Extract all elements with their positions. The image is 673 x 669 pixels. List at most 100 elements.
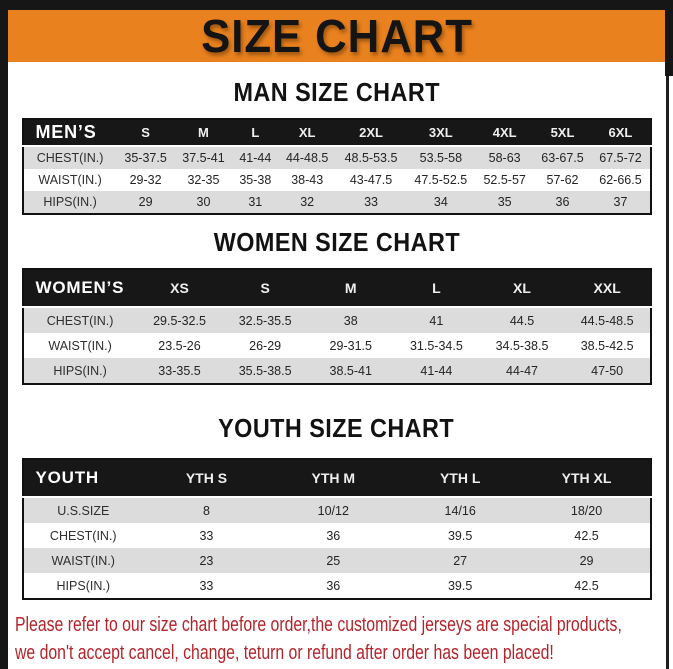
row-label: WAIST(IN.) <box>22 333 137 358</box>
size-value-cell: 29.5-32.5 <box>136 307 223 333</box>
size-value-cell: 41-44 <box>232 146 279 169</box>
size-column-header: M <box>307 269 394 308</box>
size-column-header: YTH M <box>269 459 397 498</box>
size-value-cell: 31.5-34.5 <box>393 333 480 358</box>
table-row: WAIST(IN.) 23 25 27 29 <box>22 548 651 573</box>
size-value-cell: 23.5-26 <box>136 333 223 358</box>
row-label: U.S.SIZE <box>22 497 144 523</box>
size-value-cell: 10/12 <box>269 497 397 523</box>
size-value-cell: 32-35 <box>174 169 233 191</box>
men-section-heading: MAN SIZE CHART <box>8 77 665 107</box>
row-label: CHEST(IN.) <box>22 146 117 169</box>
size-chart-banner: SIZE CHART <box>8 10 665 62</box>
size-value-cell: 23 <box>143 548 270 573</box>
size-value-cell: 29-31.5 <box>307 333 394 358</box>
size-column-header: YTH L <box>396 459 524 498</box>
row-label: WAIST(IN.) <box>22 548 144 573</box>
size-value-cell: 38.5-41 <box>307 358 394 384</box>
size-value-cell: 29 <box>523 548 651 573</box>
size-value-cell: 30 <box>174 191 233 214</box>
frame-right-line <box>666 76 669 669</box>
size-column-header: 2XL <box>336 119 406 147</box>
row-label: CHEST(IN.) <box>22 307 137 333</box>
size-column-header: L <box>232 119 279 147</box>
size-value-cell: 63-67.5 <box>533 146 592 169</box>
size-value-cell: 33 <box>143 523 270 548</box>
size-value-cell: 38-43 <box>278 169 337 191</box>
size-value-cell: 43-47.5 <box>336 169 406 191</box>
size-value-cell: 53.5-58 <box>405 146 476 169</box>
size-value-cell: 27 <box>396 548 524 573</box>
women-size-table: WOMEN’S XS S M L XL XXL CHEST(IN.) 29.5-… <box>21 268 652 385</box>
size-value-cell: 34.5-38.5 <box>479 333 565 358</box>
size-value-cell: 33 <box>336 191 406 214</box>
youth-size-table: YOUTH YTH S YTH M YTH L YTH XL U.S.SIZE … <box>21 458 652 600</box>
women-section-heading-text: WOMEN SIZE CHART <box>213 227 460 257</box>
row-label: HIPS(IN.) <box>22 358 137 384</box>
size-value-cell: 41-44 <box>393 358 480 384</box>
size-value-cell: 58-63 <box>475 146 534 169</box>
size-value-cell: 39.5 <box>396 573 524 599</box>
frame-top-bar <box>0 0 673 10</box>
size-value-cell: 35-37.5 <box>116 146 175 169</box>
size-value-cell: 8 <box>143 497 270 523</box>
banner-title: SIZE CHART <box>200 10 473 62</box>
size-value-cell: 35 <box>475 191 534 214</box>
size-column-header: 3XL <box>405 119 476 147</box>
youth-section-heading: YOUTH SIZE CHART <box>8 413 665 443</box>
row-label: CHEST(IN.) <box>22 523 144 548</box>
size-value-cell: 44-47 <box>479 358 565 384</box>
size-value-cell: 42.5 <box>523 573 651 599</box>
size-column-header: L <box>393 269 480 308</box>
size-value-cell: 32 <box>278 191 337 214</box>
size-value-cell: 35.5-38.5 <box>222 358 308 384</box>
men-size-table: MEN’S S M L XL 2XL 3XL 4XL 5XL 6XL CHEST… <box>21 118 652 215</box>
size-chart-page: SIZE CHART MAN SIZE CHART MEN’S S M L XL… <box>8 10 665 667</box>
size-value-cell: 29-32 <box>116 169 175 191</box>
women-header-row: WOMEN’S XS S M L XL XXL <box>22 269 651 308</box>
size-value-cell: 44.5-48.5 <box>564 307 651 333</box>
size-value-cell: 41 <box>393 307 480 333</box>
table-name-cell: YOUTH <box>22 459 144 498</box>
size-value-cell: 42.5 <box>523 523 651 548</box>
table-name-cell: MEN’S <box>22 119 117 147</box>
size-value-cell: 35-38 <box>232 169 279 191</box>
table-row: HIPS(IN.) 33-35.5 35.5-38.5 38.5-41 41-4… <box>22 358 651 384</box>
youth-section-heading-text: YOUTH SIZE CHART <box>218 413 455 443</box>
youth-header-row: YOUTH YTH S YTH M YTH L YTH XL <box>22 459 651 498</box>
size-value-cell: 38.5-42.5 <box>564 333 651 358</box>
size-value-cell: 67.5-72 <box>591 146 651 169</box>
size-value-cell: 32.5-35.5 <box>222 307 308 333</box>
size-value-cell: 44.5 <box>479 307 565 333</box>
size-column-header: S <box>116 119 175 147</box>
size-value-cell: 44-48.5 <box>278 146 337 169</box>
size-value-cell: 37 <box>591 191 651 214</box>
size-column-header: 6XL <box>591 119 651 147</box>
size-value-cell: 47.5-52.5 <box>405 169 476 191</box>
size-column-header: 4XL <box>475 119 534 147</box>
size-value-cell: 52.5-57 <box>475 169 534 191</box>
size-value-cell: 25 <box>269 548 397 573</box>
table-row: CHEST(IN.) 33 36 39.5 42.5 <box>22 523 651 548</box>
men-section-heading-text: MAN SIZE CHART <box>233 77 440 107</box>
size-value-cell: 18/20 <box>523 497 651 523</box>
size-value-cell: 31 <box>232 191 279 214</box>
order-policy-line-1: Please refer to our size chart before or… <box>15 614 622 636</box>
size-value-cell: 34 <box>405 191 476 214</box>
size-value-cell: 36 <box>269 523 397 548</box>
size-value-cell: 47-50 <box>564 358 651 384</box>
size-value-cell: 38 <box>307 307 394 333</box>
size-column-header: XL <box>278 119 337 147</box>
size-value-cell: 62-66.5 <box>591 169 651 191</box>
size-value-cell: 36 <box>269 573 397 599</box>
size-value-cell: 33-35.5 <box>136 358 223 384</box>
table-row: WAIST(IN.) 29-32 32-35 35-38 38-43 43-47… <box>22 169 651 191</box>
frame-right-block <box>665 0 673 76</box>
men-header-row: MEN’S S M L XL 2XL 3XL 4XL 5XL 6XL <box>22 119 651 147</box>
size-value-cell: 57-62 <box>533 169 592 191</box>
table-row: CHEST(IN.) 35-37.5 37.5-41 41-44 44-48.5… <box>22 146 651 169</box>
table-row: HIPS(IN.) 33 36 39.5 42.5 <box>22 573 651 599</box>
order-policy-line-2: we don't accept cancel, change, teturn o… <box>15 642 554 664</box>
size-column-header: S <box>222 269 308 308</box>
row-label: WAIST(IN.) <box>22 169 117 191</box>
